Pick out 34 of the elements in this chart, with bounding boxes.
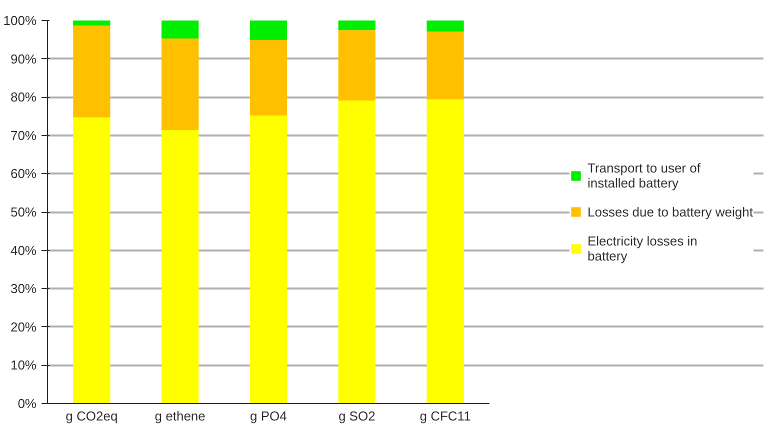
bar <box>426 32 464 100</box>
bar <box>162 38 199 130</box>
y-tick-label: 50% <box>10 204 37 220</box>
y-tick-label: 30% <box>10 281 37 296</box>
x-tick-label: g CO2eq <box>66 408 118 424</box>
bar <box>73 20 110 26</box>
bar <box>426 99 464 404</box>
x-tick-label: g ethene <box>154 408 206 424</box>
bar <box>73 25 110 118</box>
y-tick-label: 0% <box>18 396 37 411</box>
legend-label: Losses due to battery weight <box>588 204 753 219</box>
y-tick-label: 100% <box>3 13 37 28</box>
bar <box>250 20 288 40</box>
x-tick-label: g SO2 <box>338 408 376 424</box>
y-tick-label: 10% <box>10 358 37 373</box>
y-tick-label: 90% <box>10 51 37 66</box>
legend-label: Transport to user of installed battery <box>588 160 700 190</box>
bar <box>426 20 464 32</box>
bar <box>162 20 199 38</box>
y-tick-label: 60% <box>10 166 37 182</box>
bar <box>338 20 376 30</box>
x-tick-label: g PO4 <box>250 408 287 424</box>
y-tick-label: 80% <box>10 90 37 105</box>
bar <box>250 115 288 404</box>
y-tick-label: 40% <box>10 242 37 258</box>
bar <box>338 30 376 101</box>
y-tick-label: 70% <box>10 128 37 143</box>
y-tick-label: 20% <box>10 319 37 334</box>
x-tick-label: g CFC11 <box>420 408 471 424</box>
legend-label: Electricity losses in battery <box>588 233 698 263</box>
bar <box>73 117 110 404</box>
bar <box>338 100 376 404</box>
bar <box>250 40 288 116</box>
bar <box>162 130 199 404</box>
